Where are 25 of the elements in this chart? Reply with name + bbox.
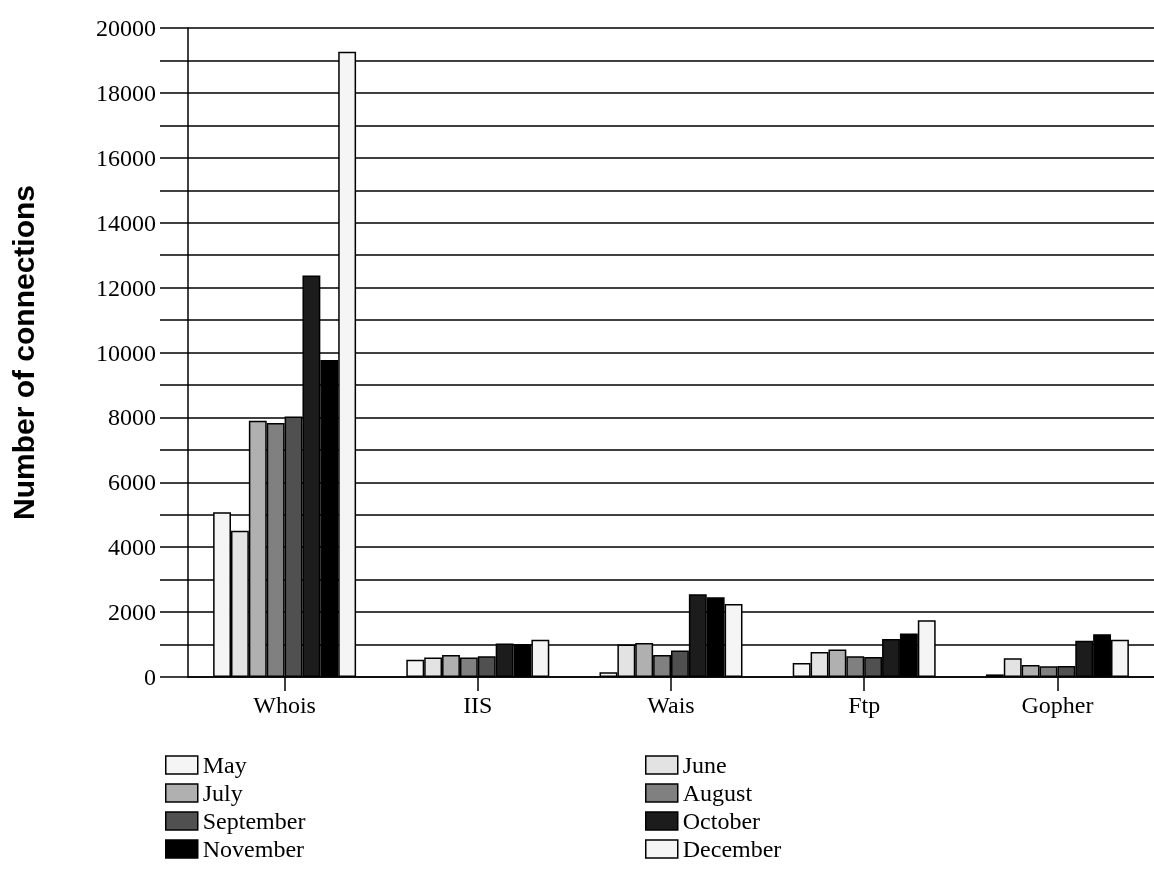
y-tick-label: 10000 (96, 339, 156, 366)
x-tick-label: Whois (253, 692, 316, 718)
legend-label: September (202, 808, 306, 834)
legend-label: June (682, 752, 727, 778)
y-tick-label: 16000 (96, 144, 156, 171)
legend-label: August (682, 780, 753, 806)
y-tick-label: 2000 (108, 599, 156, 626)
y-tick-label: 18000 (96, 79, 156, 106)
y-tick-label: 20000 (96, 15, 156, 41)
legend-label: July (202, 780, 243, 806)
legend-label: November (202, 836, 305, 862)
y-tick-label: 8000 (108, 404, 156, 431)
legend-label: May (202, 752, 247, 778)
legend-label: October (682, 808, 761, 834)
x-tick-label: Gopher (1021, 692, 1094, 718)
x-tick-label: Ftp (848, 692, 881, 718)
y-axis-title: Number of connections (6, 184, 40, 521)
y-tick-label: 14000 (96, 209, 156, 236)
x-tick-label: IIS (463, 692, 493, 718)
y-tick-label: 4000 (108, 534, 156, 561)
x-tick-label: Wais (647, 692, 695, 718)
legend-label: December (682, 836, 782, 862)
y-tick-label: 6000 (108, 469, 156, 496)
y-tick-label: 12000 (96, 274, 156, 301)
y-tick-label: 0 (144, 664, 156, 690)
